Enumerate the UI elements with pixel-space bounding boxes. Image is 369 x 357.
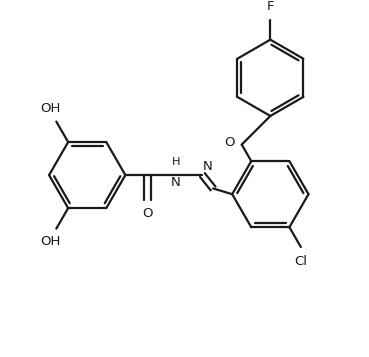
Text: Cl: Cl bbox=[294, 255, 307, 268]
Text: OH: OH bbox=[41, 236, 61, 248]
Text: N: N bbox=[203, 160, 213, 173]
Text: OH: OH bbox=[41, 102, 61, 115]
Text: F: F bbox=[266, 0, 274, 13]
Text: O: O bbox=[142, 207, 153, 220]
Text: N: N bbox=[171, 176, 180, 189]
Text: O: O bbox=[224, 136, 235, 149]
Text: H: H bbox=[172, 157, 180, 167]
